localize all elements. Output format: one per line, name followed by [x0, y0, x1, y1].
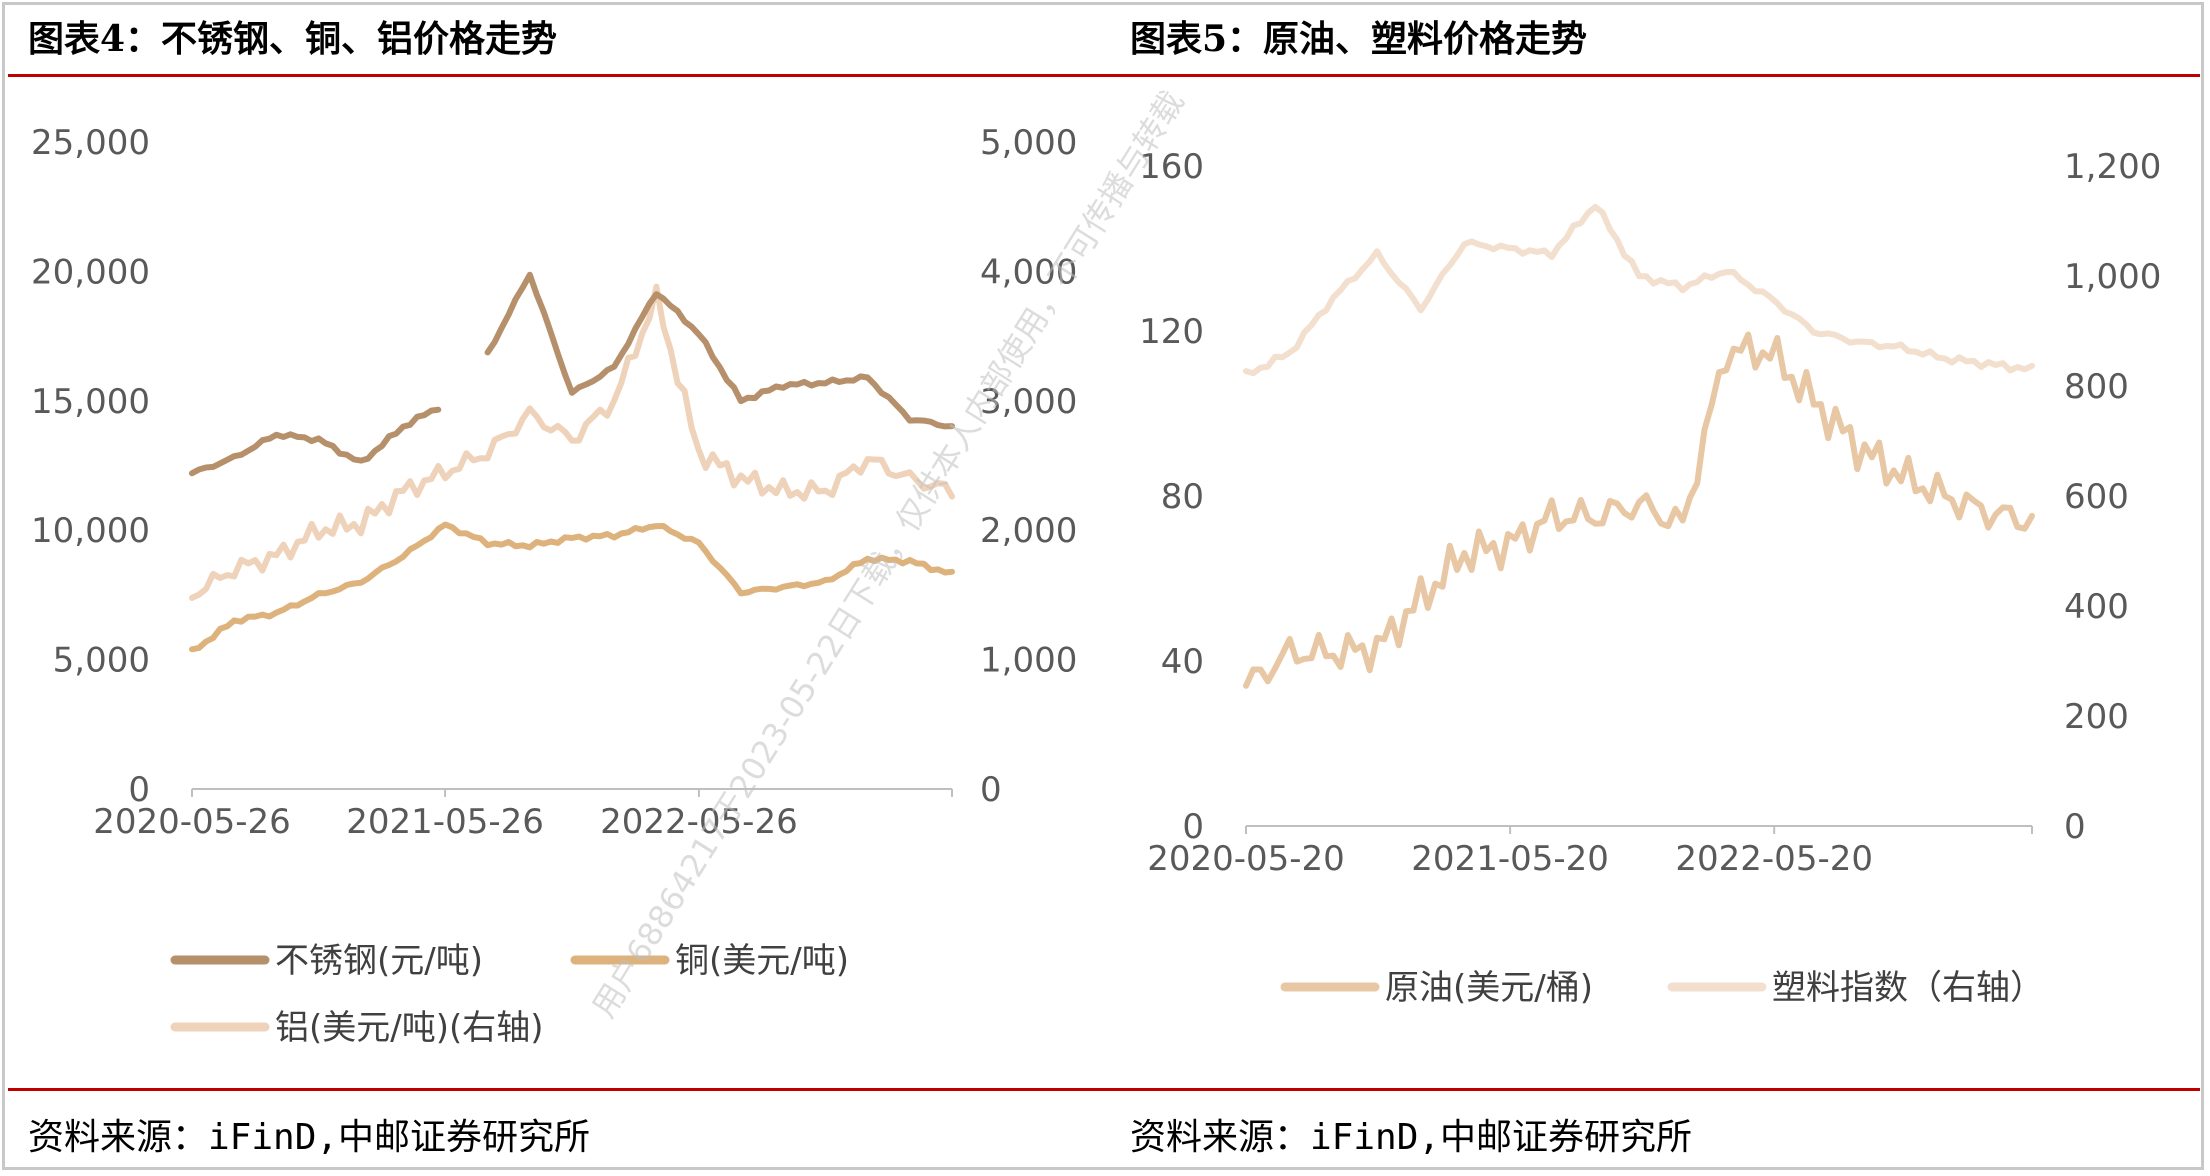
- left-source: 资料来源：iFinD,中邮证券研究所: [28, 1117, 591, 1158]
- series-line-3: [189, 283, 955, 601]
- legend-label-3: 铝(美元/吨)(右轴): [275, 1008, 544, 1048]
- x-tick-label: 2022-05-26: [600, 802, 798, 842]
- y-right-tick-label: 2,000: [980, 511, 1077, 551]
- y-right-tick-label: 200: [2064, 697, 2129, 737]
- y-right-tick-label: 600: [2064, 477, 2129, 517]
- watermark-text: 用户68864217于2023-05-22日下载，仅供本人内部使用，不可传播与转…: [585, 84, 1192, 1024]
- y-left-tick-label: 15,000: [31, 382, 150, 422]
- bottom-red-rule: [8, 1088, 2200, 1091]
- y-right-tick-label: 1,000: [980, 641, 1077, 681]
- legend-label-2: 铜(美元/吨): [675, 941, 849, 981]
- series-line-1: [1243, 331, 2035, 689]
- series-line-2: [1243, 203, 2035, 377]
- right-chart-title: 图表5：原油、塑料价格走势: [1130, 18, 1588, 60]
- chart-oil-plastic: 2020-05-20 2021-05-20 2022-05-20 0 40 80 120 16…: [1139, 147, 2161, 1008]
- y-left-tick-label: 40: [1161, 642, 1204, 682]
- legend-label-1: 不锈钢(元/吨): [275, 941, 483, 981]
- y-left-tick-label: 0: [1182, 807, 1204, 847]
- top-red-rule: [8, 74, 2200, 77]
- series-line-2: [189, 521, 955, 653]
- x-tick-label: 2021-05-26: [346, 802, 544, 842]
- x-tick-label: 2022-05-20: [1675, 839, 1873, 879]
- legend-label-1: 原油(美元/桶): [1385, 968, 1593, 1008]
- x-tick-label: 2020-05-20: [1147, 839, 1345, 879]
- y-right-tick-label: 1,200: [2064, 147, 2161, 187]
- y-right-tick-label: 0: [980, 770, 1002, 810]
- y-right-tick-label: 4,000: [980, 252, 1077, 292]
- chart-metals: 2020-05-26 2021-05-26 2022-05-26 0 5,000 10,0…: [31, 123, 1077, 1048]
- y-left-tick-label: 10,000: [31, 511, 150, 551]
- y-right-tick-label: 0: [2064, 807, 2086, 847]
- y-left-tick-label: 120: [1139, 312, 1204, 352]
- series-line-1: [189, 271, 955, 477]
- y-left-tick-label: 80: [1161, 477, 1204, 517]
- y-left-tick-label: 0: [128, 770, 150, 810]
- y-right-tick-label: 5,000: [980, 123, 1077, 163]
- y-left-tick-label: 160: [1139, 147, 1204, 187]
- y-right-tick-label: 3,000: [980, 382, 1077, 422]
- left-chart-title: 图表4：不锈钢、铜、铝价格走势: [28, 18, 558, 60]
- legend-label-2: 塑料指数（右轴）: [1772, 968, 2044, 1008]
- y-left-tick-label: 5,000: [53, 641, 150, 681]
- y-right-tick-label: 1,000: [2064, 257, 2161, 297]
- y-right-tick-label: 400: [2064, 587, 2129, 627]
- y-left-tick-label: 25,000: [31, 123, 150, 163]
- x-tick-label: 2021-05-20: [1411, 839, 1609, 879]
- y-right-tick-label: 800: [2064, 367, 2129, 407]
- right-source: 资料来源：iFinD,中邮证券研究所: [1130, 1117, 1693, 1158]
- y-left-tick-label: 20,000: [31, 252, 150, 292]
- x-tick-label: 2020-05-26: [93, 802, 291, 842]
